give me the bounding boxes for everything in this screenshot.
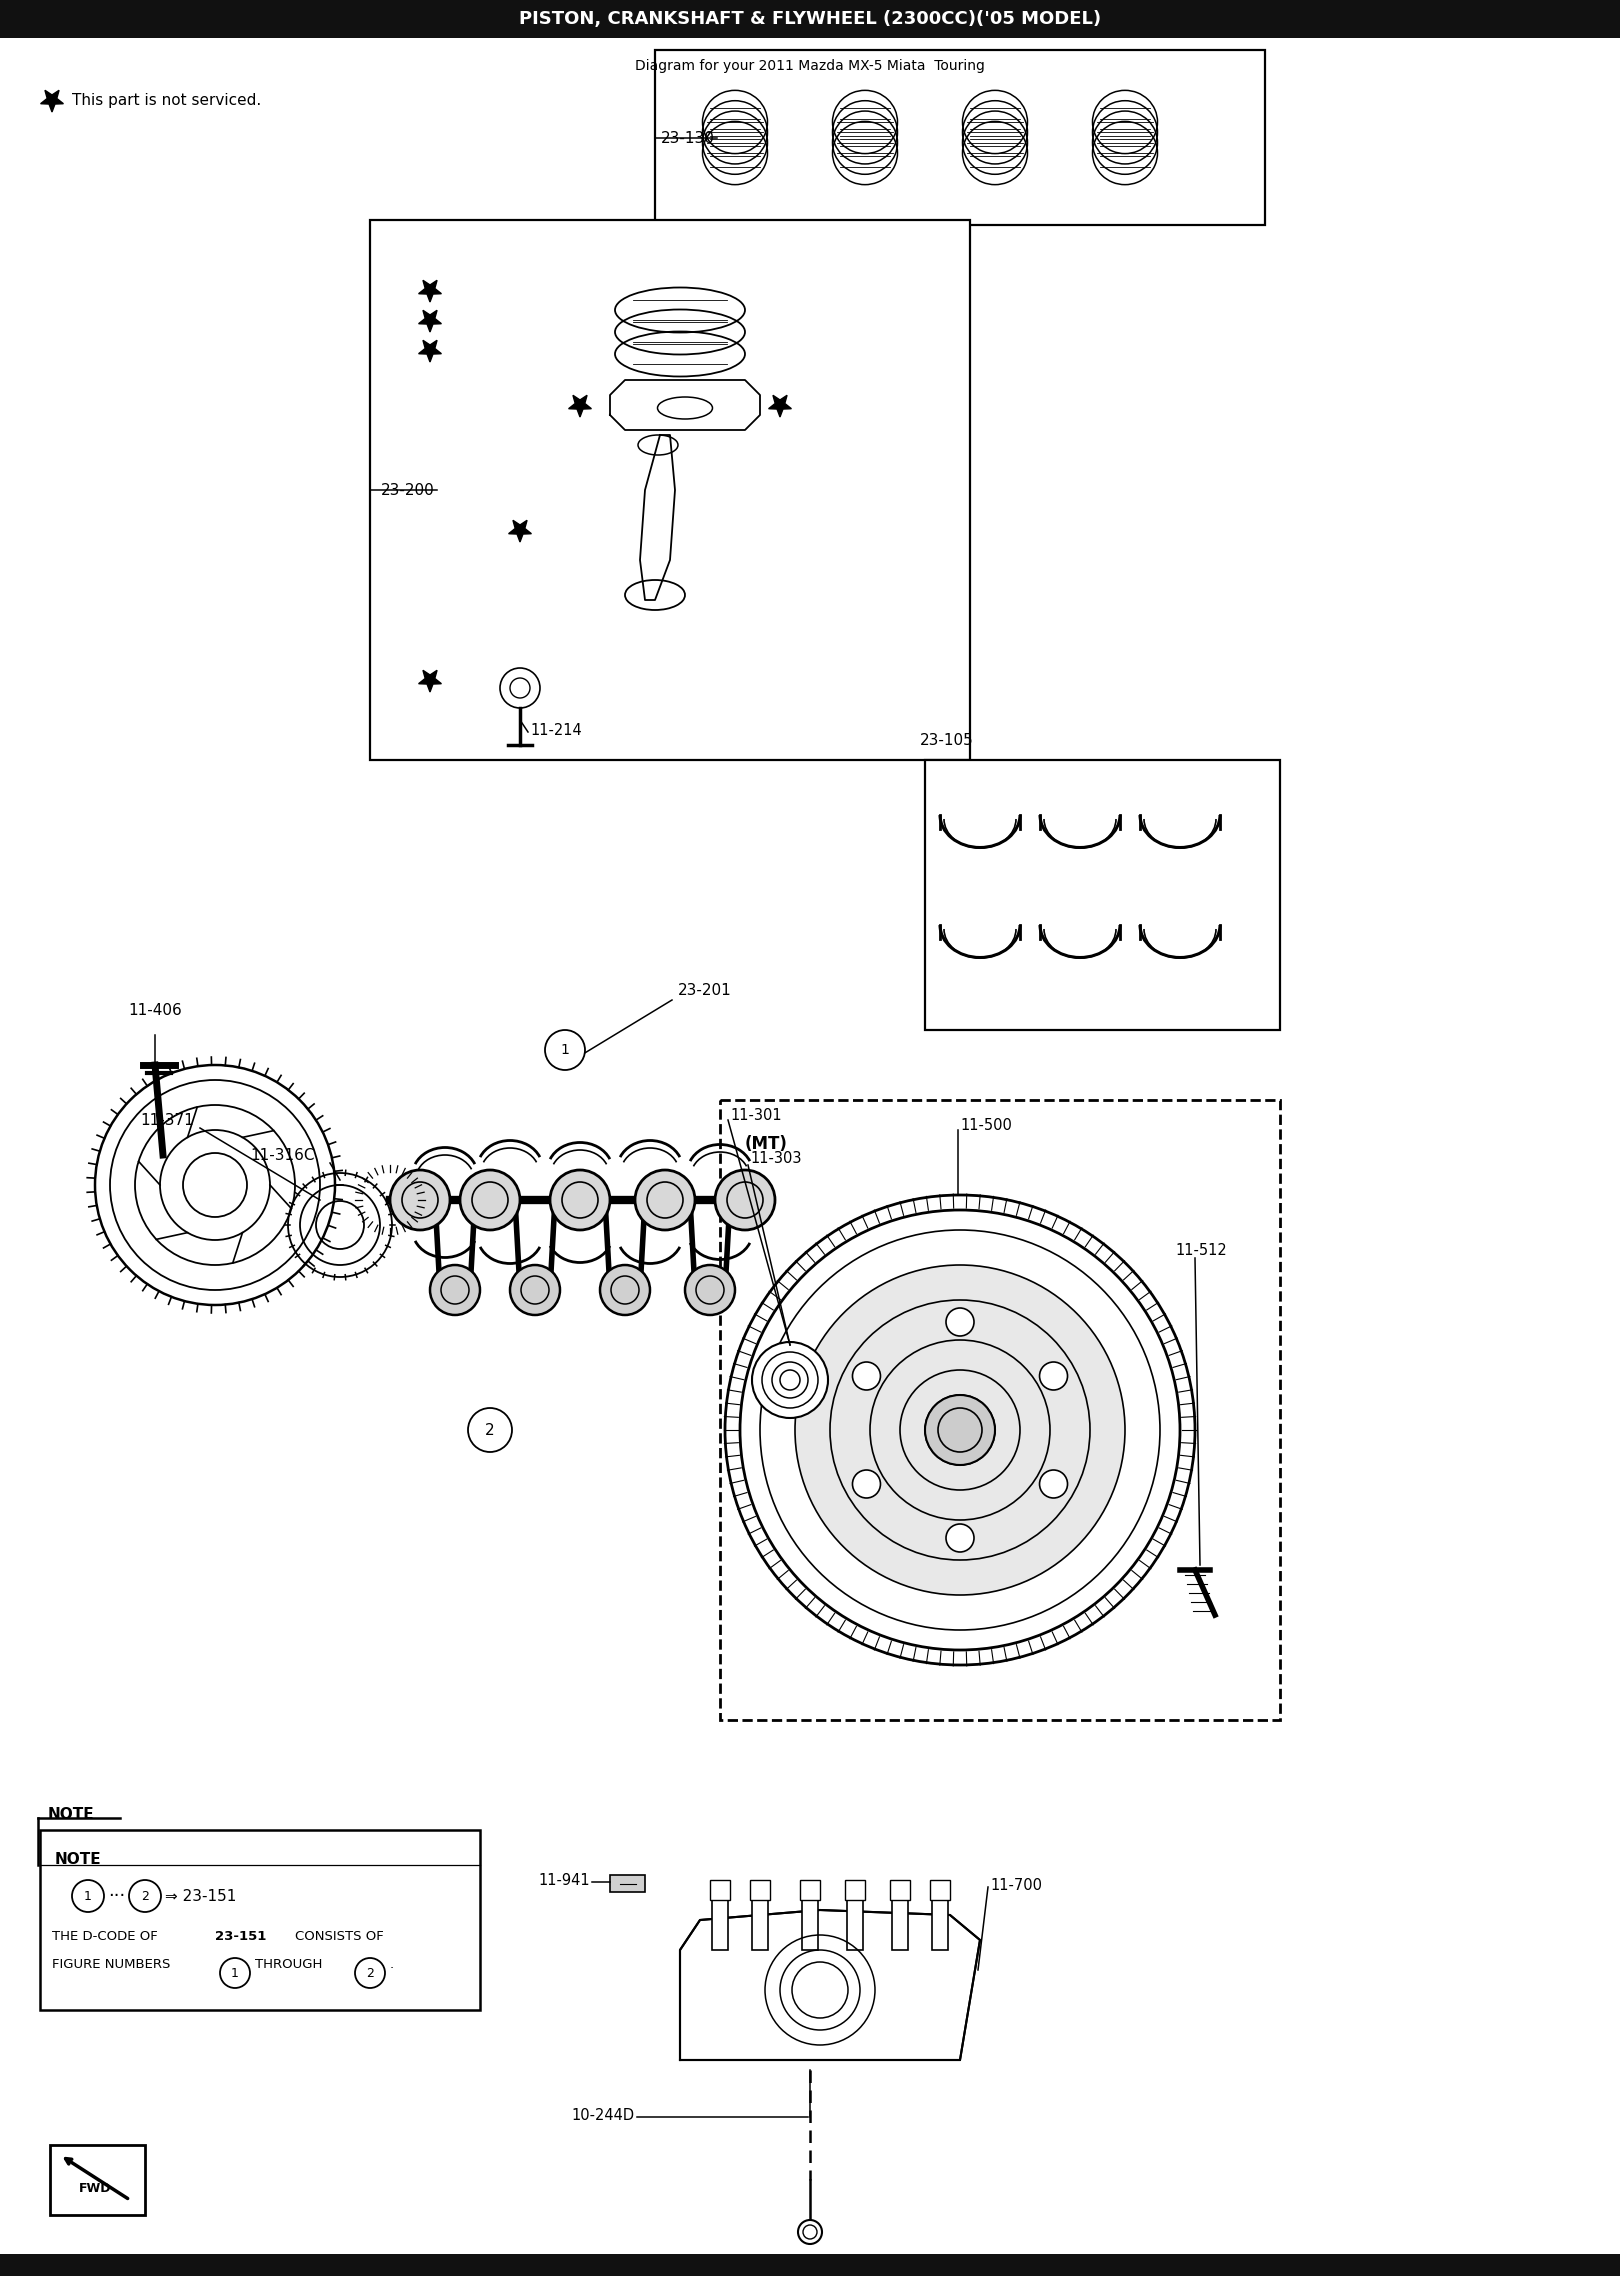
Circle shape: [946, 1309, 974, 1336]
Text: .: .: [390, 1957, 394, 1971]
Text: 11-941: 11-941: [538, 1873, 590, 1887]
Polygon shape: [418, 280, 441, 303]
Circle shape: [925, 1395, 995, 1466]
Bar: [931, 1896, 948, 1951]
Text: 2: 2: [141, 1889, 149, 1903]
Text: 11-303: 11-303: [750, 1149, 802, 1165]
Polygon shape: [680, 1910, 980, 2060]
Bar: [800, 1880, 820, 1900]
Bar: [847, 1896, 863, 1951]
Circle shape: [460, 1170, 520, 1229]
Text: CONSISTS OF: CONSISTS OF: [295, 1930, 384, 1944]
Bar: [713, 1896, 727, 1951]
Text: 23-130: 23-130: [661, 130, 714, 146]
Circle shape: [685, 1265, 735, 1316]
Circle shape: [390, 1170, 450, 1229]
Text: 23-151: 23-151: [215, 1930, 266, 1944]
Circle shape: [551, 1170, 611, 1229]
Circle shape: [355, 1957, 386, 1987]
Circle shape: [752, 1343, 828, 1418]
Circle shape: [1040, 1361, 1068, 1391]
Circle shape: [220, 1957, 249, 1987]
Text: FIGURE NUMBERS: FIGURE NUMBERS: [52, 1957, 170, 1971]
Text: 11-512: 11-512: [1174, 1243, 1226, 1259]
Bar: [369, 221, 970, 760]
Bar: [654, 50, 1265, 225]
Circle shape: [852, 1470, 880, 1498]
Text: 11-316C: 11-316C: [249, 1147, 314, 1163]
Bar: [719, 1099, 1280, 1721]
Circle shape: [510, 1265, 561, 1316]
Text: ···: ···: [109, 1887, 125, 1905]
Text: 11-301: 11-301: [731, 1108, 781, 1122]
Circle shape: [714, 1170, 774, 1229]
Circle shape: [795, 1265, 1124, 1595]
Text: 11-406: 11-406: [128, 1001, 181, 1017]
Circle shape: [799, 2219, 821, 2244]
Text: NOTE: NOTE: [49, 1807, 94, 1823]
Bar: [710, 1880, 731, 1900]
Polygon shape: [569, 396, 591, 417]
Bar: [930, 1880, 949, 1900]
Text: Diagram for your 2011 Mazda MX-5 Miata  Touring: Diagram for your 2011 Mazda MX-5 Miata T…: [635, 59, 985, 73]
Circle shape: [599, 1265, 650, 1316]
Text: This part is not serviced.: This part is not serviced.: [71, 93, 261, 107]
Circle shape: [468, 1409, 512, 1452]
Text: 23-200: 23-200: [381, 483, 436, 498]
Text: 2: 2: [484, 1422, 494, 1438]
Circle shape: [852, 1361, 880, 1391]
Text: 11-214: 11-214: [530, 721, 582, 737]
Bar: [846, 1880, 865, 1900]
Circle shape: [71, 1880, 104, 1912]
Bar: [752, 1896, 768, 1951]
Text: 1: 1: [561, 1042, 570, 1056]
Text: PISTON, CRANKSHAFT & FLYWHEEL (2300CC)('05 MODEL): PISTON, CRANKSHAFT & FLYWHEEL (2300CC)('…: [518, 9, 1102, 27]
Text: FWD: FWD: [79, 2183, 112, 2194]
Bar: [889, 1880, 910, 1900]
Circle shape: [429, 1265, 480, 1316]
Text: 1: 1: [232, 1966, 238, 1980]
Text: 11-371: 11-371: [139, 1113, 194, 1127]
Text: 11-700: 11-700: [990, 1878, 1042, 1894]
Polygon shape: [509, 521, 531, 542]
Polygon shape: [418, 671, 441, 692]
Polygon shape: [768, 396, 792, 417]
Polygon shape: [418, 310, 441, 332]
Circle shape: [635, 1170, 695, 1229]
Text: 1: 1: [84, 1889, 92, 1903]
Text: 23-105: 23-105: [920, 733, 974, 747]
Circle shape: [1040, 1470, 1068, 1498]
Text: THE D-CODE OF: THE D-CODE OF: [52, 1930, 157, 1944]
Bar: [925, 760, 1280, 1031]
Circle shape: [544, 1031, 585, 1070]
Polygon shape: [40, 91, 63, 112]
Text: THROUGH: THROUGH: [254, 1957, 322, 1971]
Text: (MT): (MT): [745, 1136, 787, 1154]
Text: NOTE: NOTE: [55, 1853, 102, 1866]
Text: 10-244D: 10-244D: [572, 2108, 635, 2124]
Circle shape: [130, 1880, 160, 1912]
Text: 23-201: 23-201: [679, 983, 732, 997]
Bar: [802, 1896, 818, 1951]
Polygon shape: [418, 341, 441, 362]
Circle shape: [946, 1525, 974, 1552]
Text: ⇒ 23-151: ⇒ 23-151: [165, 1889, 237, 1903]
Bar: [750, 1880, 770, 1900]
Bar: [50, 2144, 146, 2215]
Polygon shape: [611, 1875, 645, 1891]
Bar: [0, 2253, 1620, 2276]
Bar: [893, 1896, 907, 1951]
Bar: [40, 1830, 480, 2010]
Text: 2: 2: [366, 1966, 374, 1980]
Text: 11-500: 11-500: [961, 1118, 1012, 1133]
Bar: [0, 0, 1620, 39]
Circle shape: [501, 667, 539, 708]
